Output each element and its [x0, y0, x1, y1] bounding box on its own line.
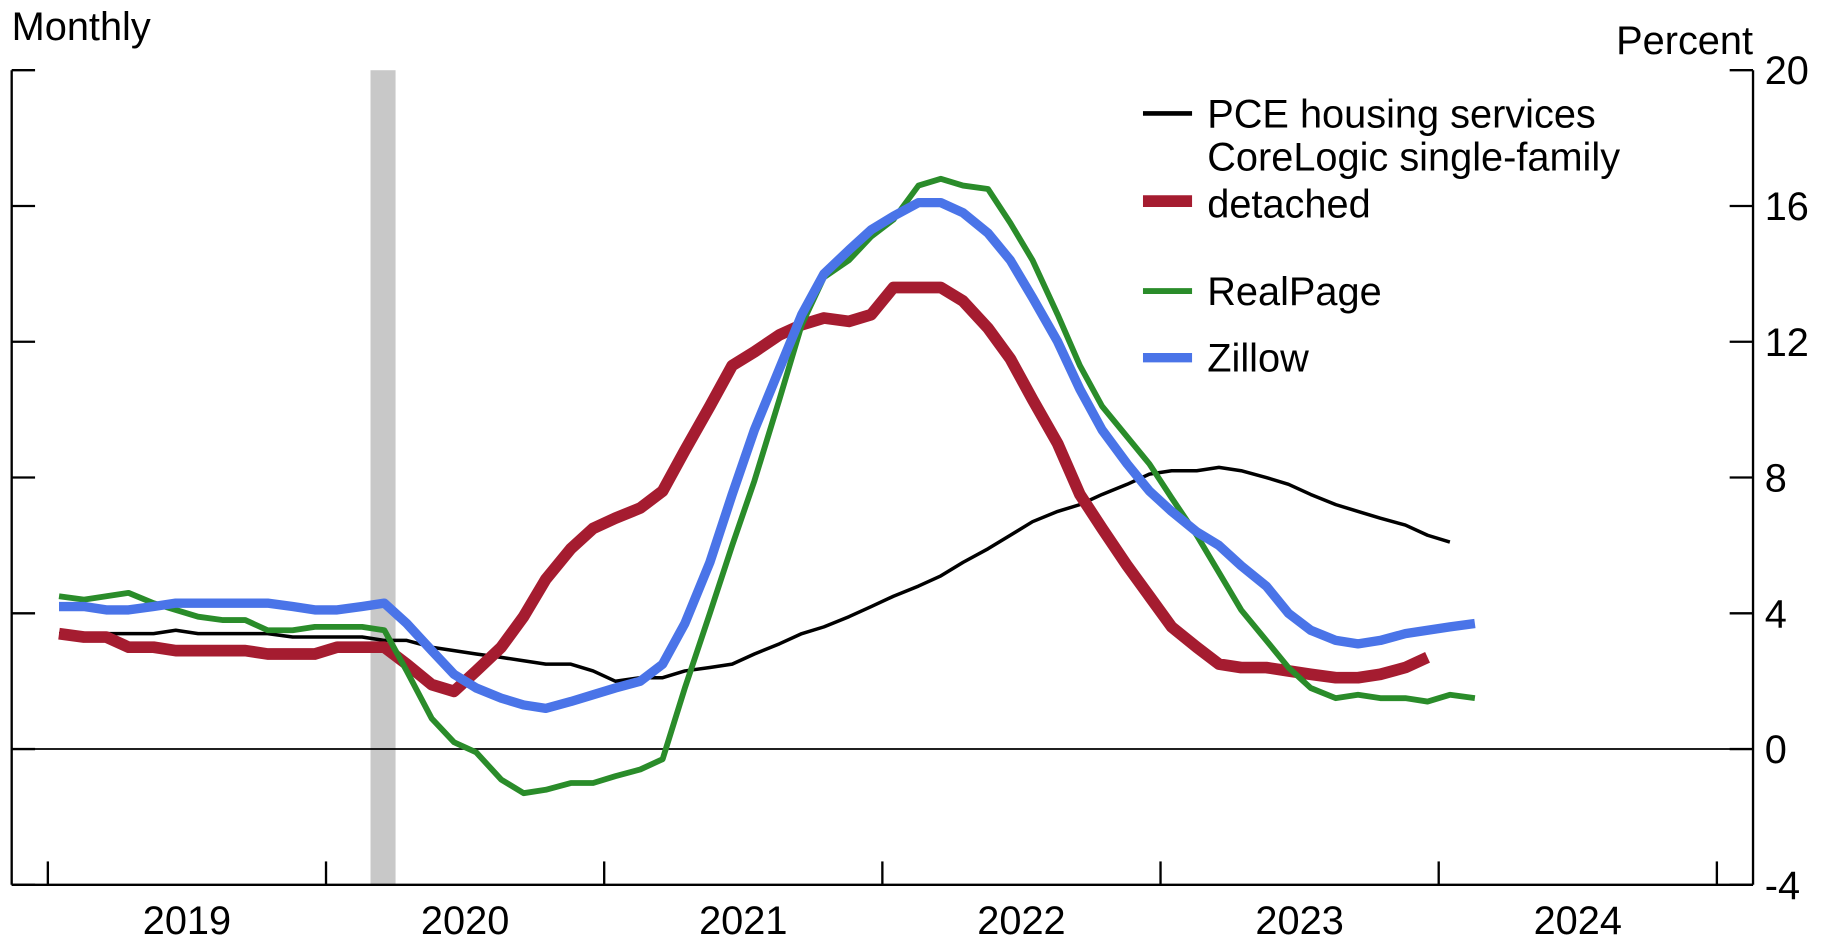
- recession-shading: [370, 70, 396, 885]
- left-axis-label: Monthly: [12, 5, 151, 49]
- y-tick-label: 4: [1765, 592, 1787, 636]
- x-tick-label: 2022: [977, 899, 1065, 941]
- right-axis-label: Percent: [1616, 19, 1753, 63]
- x-tick-label: 2021: [699, 899, 787, 941]
- y-tick-label: 12: [1765, 321, 1809, 365]
- y-tick-label: -4: [1765, 864, 1800, 908]
- x-tick-label: 2024: [1534, 899, 1622, 941]
- y-tick-label: 16: [1765, 185, 1809, 229]
- legend-label: Zillow: [1207, 337, 1309, 381]
- x-tick-label: 2019: [143, 899, 231, 941]
- legend-label: CoreLogic single-family detached: [1207, 136, 1620, 227]
- series-line: [58, 281, 1430, 698]
- legend-label-line: CoreLogic single-family: [1207, 136, 1620, 180]
- y-tick-label: 20: [1765, 49, 1809, 93]
- legend-label: PCE housing services: [1207, 92, 1596, 136]
- y-tick-label: 8: [1765, 457, 1787, 501]
- series-line: [59, 465, 1451, 683]
- series-line: [58, 175, 1476, 797]
- legend-label: RealPage: [1207, 270, 1381, 314]
- x-tick-label: 2020: [421, 899, 509, 941]
- y-tick-label: 0: [1765, 728, 1787, 772]
- x-tick-label: 2023: [1255, 899, 1343, 941]
- legend-label-line: detached: [1207, 182, 1370, 226]
- series-line: [59, 197, 1476, 714]
